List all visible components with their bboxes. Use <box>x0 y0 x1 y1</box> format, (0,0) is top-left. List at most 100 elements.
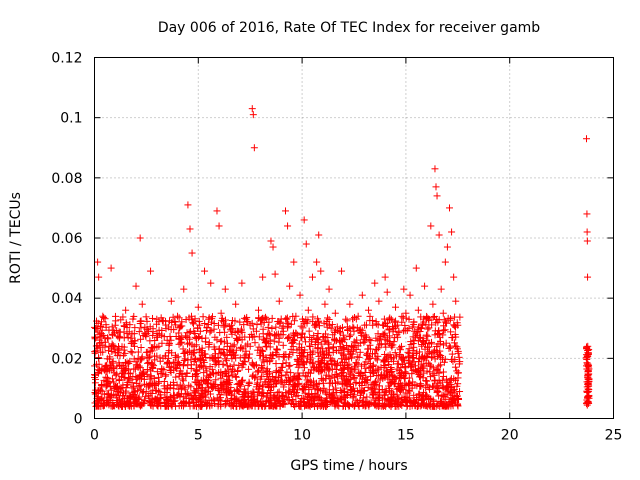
roti-point-dense <box>323 314 331 322</box>
roti-point-dense <box>223 333 231 341</box>
roti-point-dense <box>391 374 399 382</box>
roti-point-dense <box>190 348 198 356</box>
roti-point-dense <box>444 314 452 322</box>
roti-point <box>431 165 439 173</box>
roti-point-dense <box>364 345 372 353</box>
roti-point-dense <box>420 395 428 403</box>
roti-point-dense <box>116 361 124 369</box>
roti-point-dense <box>410 343 418 351</box>
roti-point-dense <box>148 398 156 406</box>
roti-point-dense <box>439 372 447 380</box>
roti-point-dense <box>191 371 199 379</box>
y-tick-label: 0.1 <box>60 111 82 127</box>
roti-point-dense <box>233 380 241 388</box>
roti-point-dense <box>411 402 419 410</box>
roti-point-dense <box>392 317 400 325</box>
roti-point-dense <box>106 382 114 390</box>
roti-point-dense <box>386 314 394 322</box>
roti-point-dense <box>264 330 272 338</box>
roti-point-dense <box>281 378 289 386</box>
roti-point <box>240 357 248 365</box>
roti-point-dense <box>374 337 382 345</box>
roti-point <box>404 348 412 356</box>
roti-point-dense <box>427 400 435 408</box>
roti-point-dense <box>237 343 245 351</box>
roti-point-dense <box>210 325 218 333</box>
roti-point-dense <box>167 368 175 376</box>
roti-point-dense <box>107 392 115 400</box>
roti-point-dense <box>377 340 385 348</box>
roti-point-dense <box>434 379 442 387</box>
roti-point <box>584 273 592 281</box>
roti-point-dense <box>304 316 312 324</box>
roti-point-dense <box>255 343 263 351</box>
roti-point-dense <box>108 359 116 367</box>
roti-point-dense <box>259 400 267 408</box>
roti-point-dense <box>255 333 263 341</box>
roti-point-dense <box>94 344 102 352</box>
roti-point-dense <box>217 338 225 346</box>
roti-point-dense <box>194 333 202 341</box>
roti-point-dense <box>135 393 143 401</box>
roti-point-dense <box>297 398 305 406</box>
roti-point-dense <box>173 392 181 400</box>
roti-point-dense <box>242 347 250 355</box>
roti-point-dense <box>353 353 361 361</box>
roti-point <box>203 375 211 383</box>
roti-point <box>385 339 393 347</box>
roti-point-dense <box>311 341 319 349</box>
roti-point <box>188 249 196 257</box>
roti-point-dense <box>133 387 141 395</box>
roti-point-dense <box>204 384 212 392</box>
roti-point <box>342 315 350 323</box>
roti-point <box>111 321 119 329</box>
roti-point-dense <box>263 343 271 351</box>
roti-point-dense <box>272 323 280 331</box>
roti-point <box>140 375 148 383</box>
roti-point <box>130 390 138 398</box>
roti-point-dense <box>130 312 138 320</box>
roti-point-dense <box>257 320 265 328</box>
roti-point-dense <box>399 399 407 407</box>
data-points <box>92 105 593 407</box>
roti-point-dense <box>332 384 340 392</box>
roti-point-dense <box>266 351 274 359</box>
roti-point-dense <box>216 350 224 358</box>
roti-point-dense <box>452 376 460 384</box>
roti-point-dense <box>301 401 309 409</box>
roti-point-dense <box>123 400 131 408</box>
roti-point <box>134 363 142 371</box>
roti-point <box>117 372 125 380</box>
roti-point-dense <box>121 367 129 375</box>
roti-point <box>132 282 140 290</box>
roti-point-dense <box>254 402 262 410</box>
roti-point <box>124 378 132 386</box>
roti-point-dense <box>449 399 457 407</box>
roti-point-dense <box>152 386 160 394</box>
roti-point-dense <box>453 392 461 400</box>
roti-point-dense <box>358 381 366 389</box>
roti-point-dense <box>138 371 146 379</box>
roti-point-dense <box>344 346 352 354</box>
roti-point-dense <box>373 356 381 364</box>
roti-point-dense <box>232 373 240 381</box>
roti-point-dense <box>342 380 350 388</box>
roti-point-dense <box>417 334 425 342</box>
roti-point-dense <box>176 370 184 378</box>
roti-point <box>311 321 319 329</box>
roti-point-dense <box>91 349 99 357</box>
roti-point-dense <box>303 354 311 362</box>
roti-point <box>275 297 283 305</box>
roti-point-dense <box>299 359 307 367</box>
roti-point-dense <box>209 313 217 321</box>
roti-point-dense <box>251 339 259 347</box>
roti-point <box>435 231 443 239</box>
roti-point-dense <box>366 354 374 362</box>
roti-point <box>304 306 312 314</box>
roti-point-dense <box>345 347 353 355</box>
roti-point-dense <box>198 334 206 342</box>
roti-point <box>358 291 366 299</box>
roti-point <box>354 312 362 320</box>
roti-point-dense <box>120 334 128 342</box>
roti-point-dense <box>179 377 187 385</box>
